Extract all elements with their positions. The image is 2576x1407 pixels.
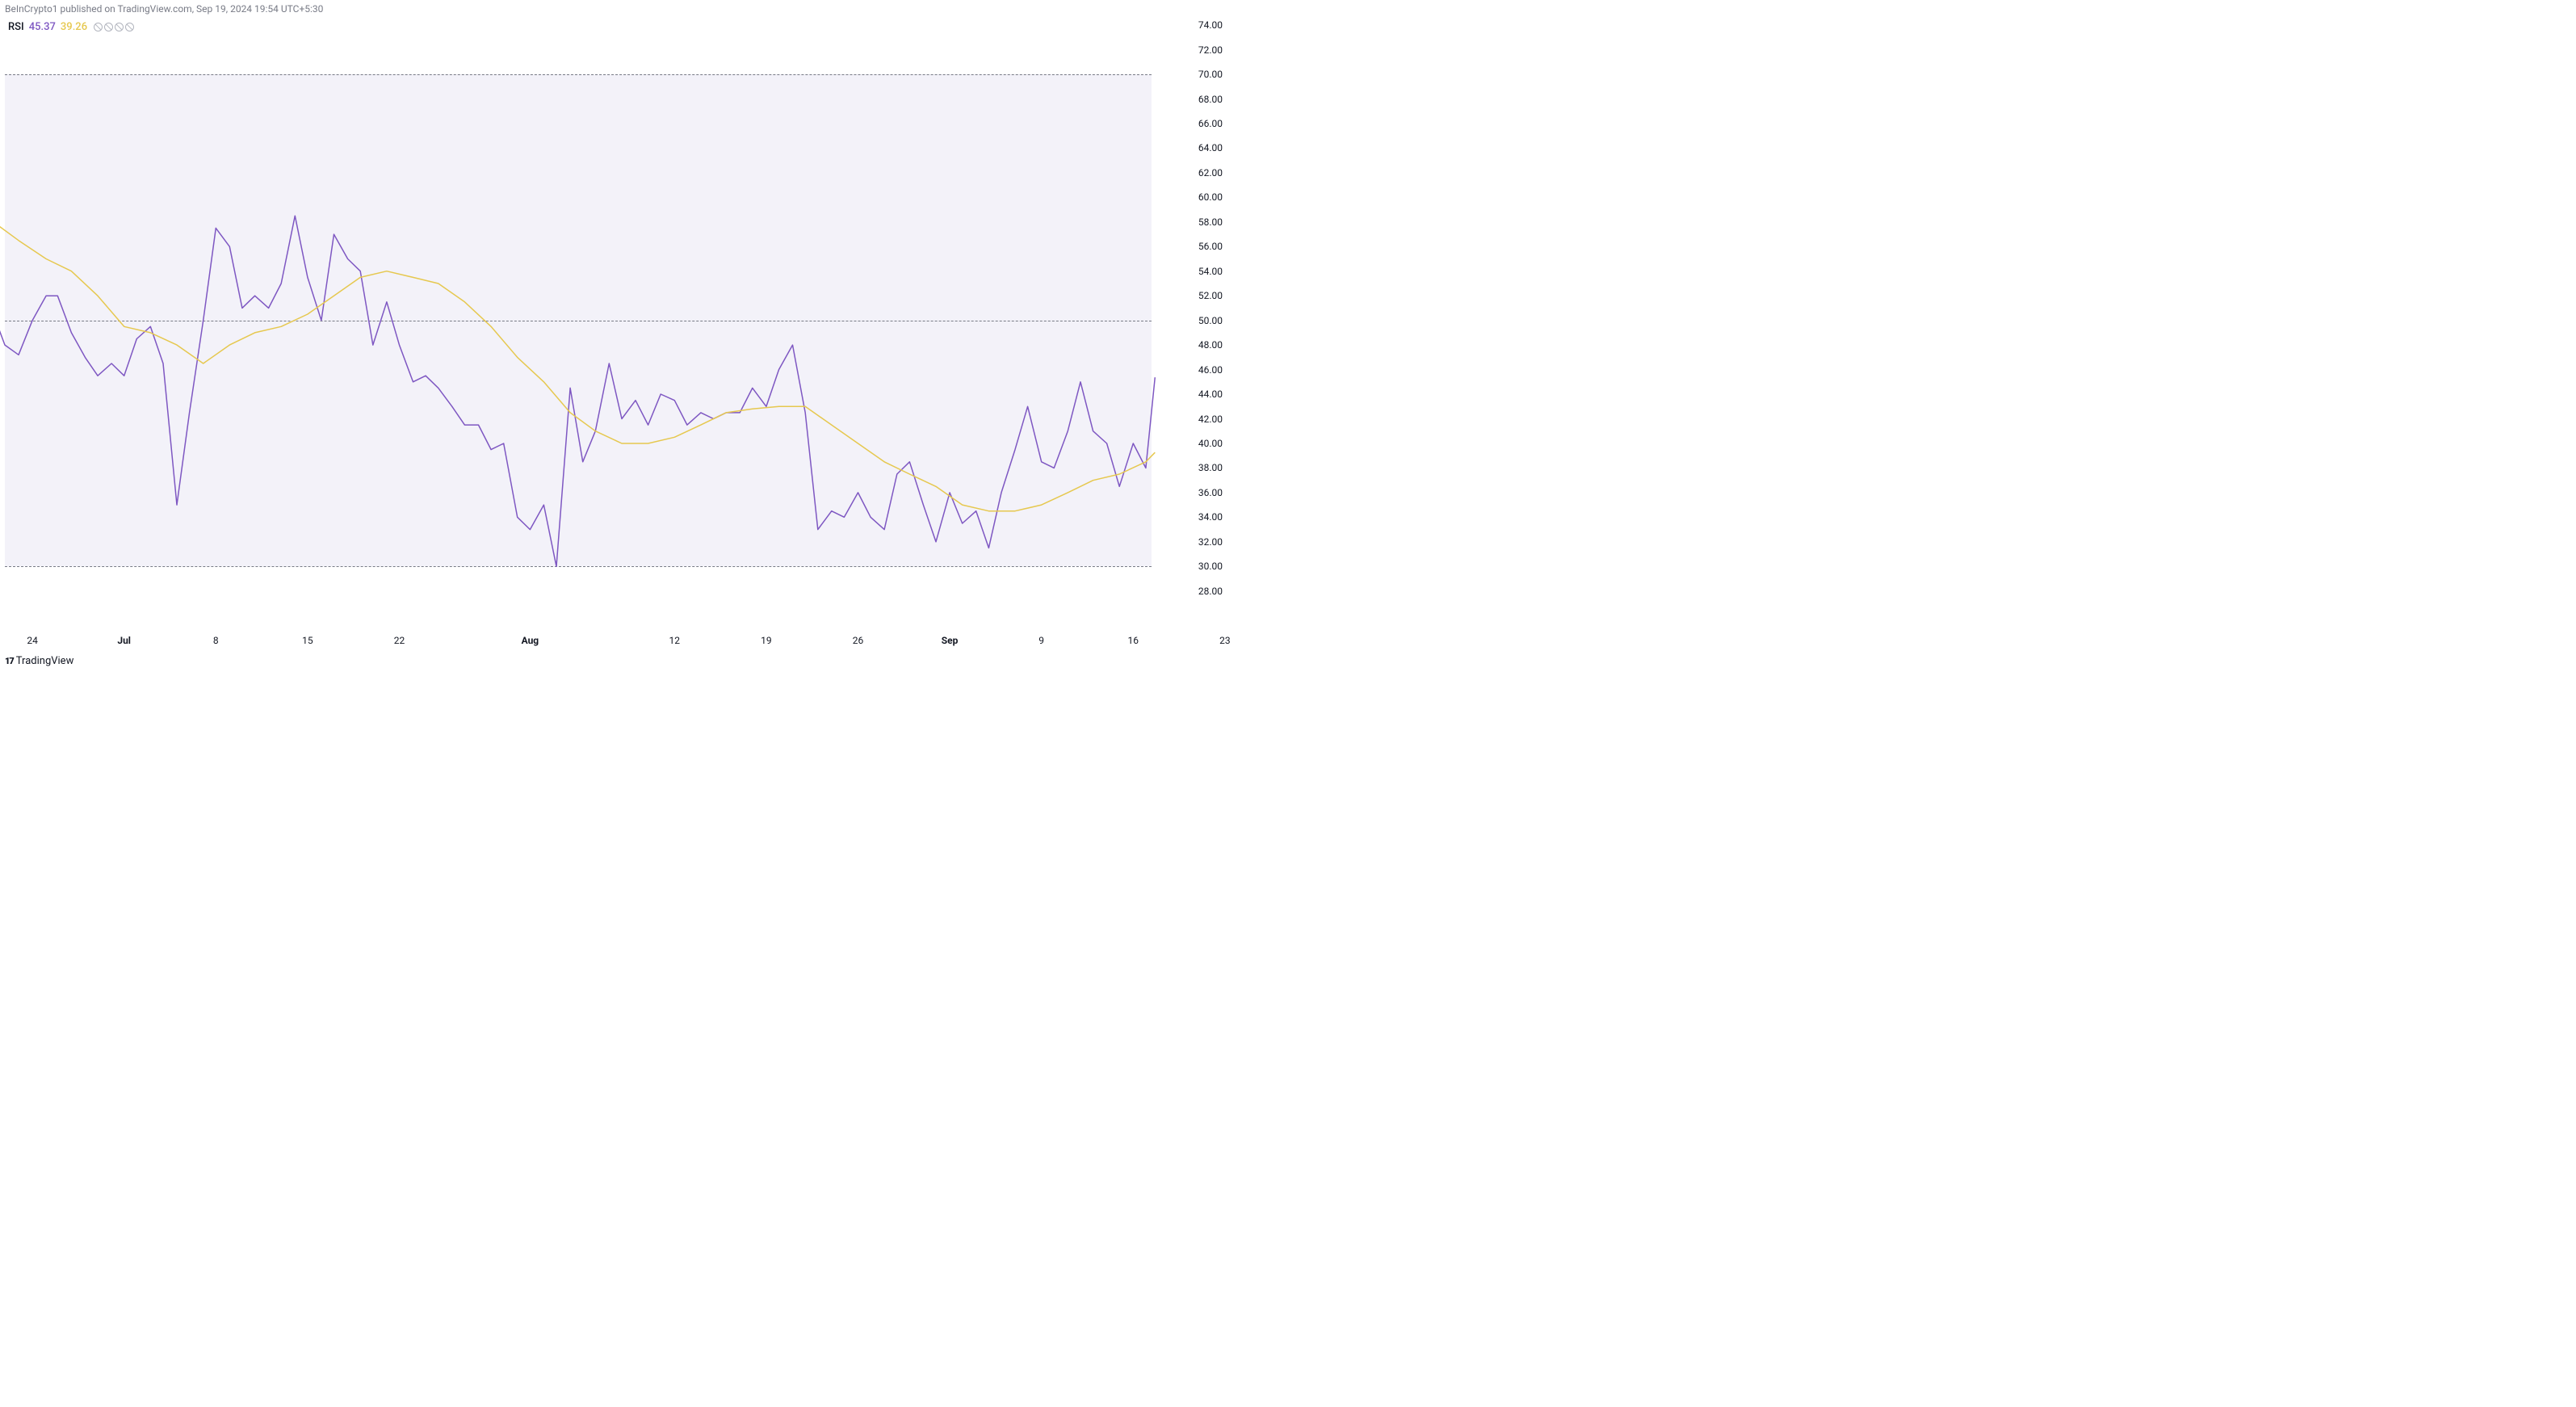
x-axis: 24Jul81522Aug121926Sep91623 xyxy=(5,635,1152,649)
x-tick-label: Aug xyxy=(522,635,539,646)
y-tick-label: 52.00 xyxy=(1181,290,1223,301)
x-tick-label: 24 xyxy=(27,635,38,646)
y-tick-label: 38.00 xyxy=(1181,462,1223,473)
y-tick-label: 28.00 xyxy=(1181,586,1223,597)
y-tick-label: 62.00 xyxy=(1181,167,1223,178)
tradingview-text: TradingView xyxy=(16,655,74,667)
y-tick-label: 64.00 xyxy=(1181,142,1223,153)
y-tick-label: 30.00 xyxy=(1181,561,1223,572)
x-tick-label: 9 xyxy=(1038,635,1044,646)
y-tick-label: 36.00 xyxy=(1181,487,1223,498)
x-tick-label: 26 xyxy=(853,635,864,646)
attribution-text: BeInCrypto1 published on TradingView.com… xyxy=(5,3,323,15)
y-tick-label: 48.00 xyxy=(1181,339,1223,351)
y-tick-label: 70.00 xyxy=(1181,69,1223,80)
x-tick-label: 23 xyxy=(1219,635,1231,646)
y-tick-label: 40.00 xyxy=(1181,438,1223,449)
tradingview-watermark: 17 TradingView xyxy=(5,655,73,667)
series-rsi xyxy=(0,216,1155,566)
y-axis: 28.00 30.00 32.00 34.00 36.00 38.00 40.00 42.00… xyxy=(1181,18,1223,606)
y-tick-label: 44.00 xyxy=(1181,388,1223,400)
chart-plot-area[interactable] xyxy=(5,18,1152,606)
x-tick-label: 16 xyxy=(1128,635,1139,646)
tradingview-logo: 17 xyxy=(5,656,14,666)
y-tick-label: 50.00 xyxy=(1181,315,1223,326)
x-tick-label: 22 xyxy=(394,635,405,646)
y-tick-label: 66.00 xyxy=(1181,118,1223,129)
y-tick-label: 74.00 xyxy=(1181,19,1223,31)
y-tick-label: 68.00 xyxy=(1181,94,1223,105)
y-tick-label: 58.00 xyxy=(1181,216,1223,228)
x-tick-label: 8 xyxy=(213,635,219,646)
x-tick-label: Sep xyxy=(942,635,959,646)
y-tick-label: 42.00 xyxy=(1181,414,1223,425)
x-tick-label: 12 xyxy=(669,635,681,646)
x-tick-label: Jul xyxy=(117,635,131,646)
x-tick-label: 15 xyxy=(302,635,313,646)
x-tick-label: 19 xyxy=(761,635,772,646)
y-tick-label: 54.00 xyxy=(1181,266,1223,277)
chart-lines xyxy=(5,18,1152,606)
y-tick-label: 34.00 xyxy=(1181,511,1223,523)
y-tick-label: 60.00 xyxy=(1181,191,1223,203)
y-tick-label: 32.00 xyxy=(1181,536,1223,548)
y-tick-label: 46.00 xyxy=(1181,364,1223,376)
y-tick-label: 56.00 xyxy=(1181,241,1223,252)
y-tick-label: 72.00 xyxy=(1181,44,1223,56)
